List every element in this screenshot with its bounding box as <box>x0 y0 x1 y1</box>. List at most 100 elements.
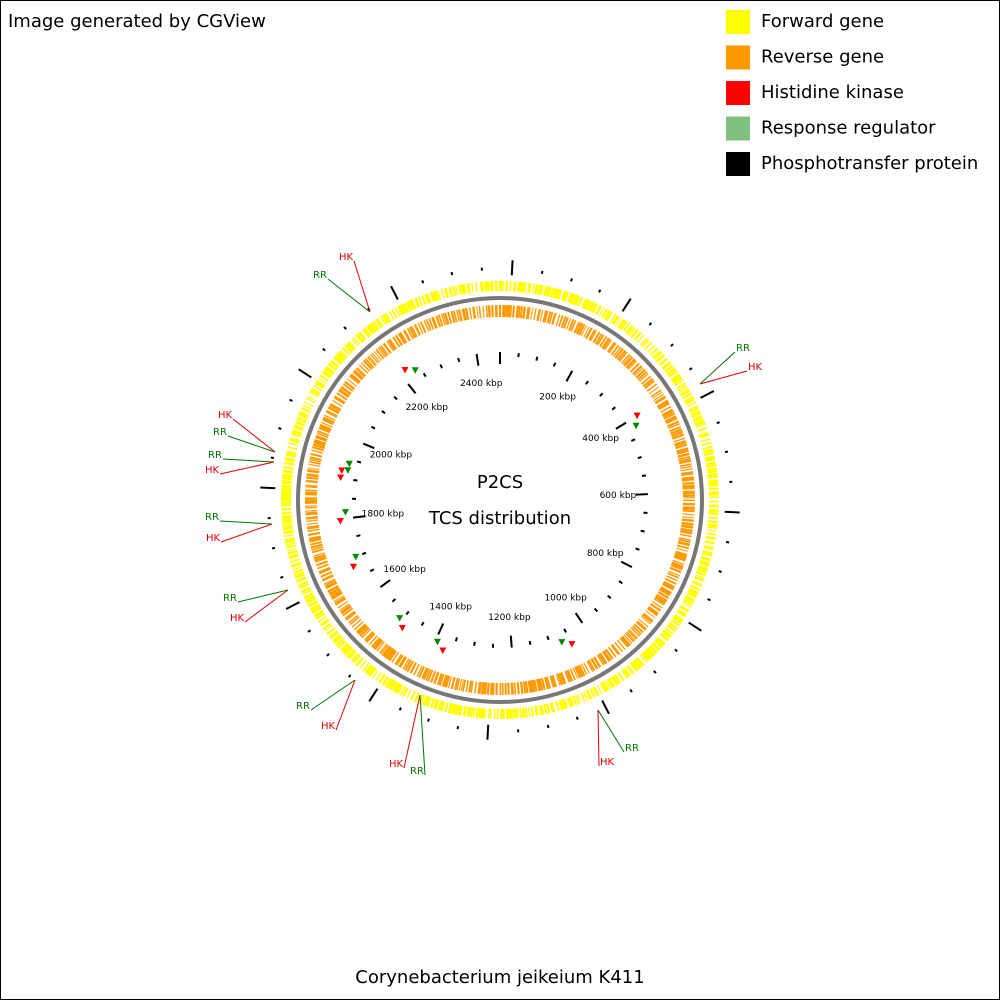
reverse-gene <box>522 681 527 694</box>
reverse-gene <box>314 556 327 563</box>
ruler-label: 2200 kbp <box>406 403 449 413</box>
forward-gene <box>323 369 332 377</box>
reverse-gene <box>394 334 404 347</box>
forward-gene <box>284 538 296 544</box>
reverse-gene <box>309 456 322 461</box>
reverse-gene <box>601 650 611 662</box>
reverse-gene <box>682 516 695 519</box>
ruler-tick <box>475 353 480 366</box>
forward-gene <box>479 708 484 719</box>
forward-gene <box>281 476 293 481</box>
forward-gene <box>400 303 407 314</box>
forward-gene <box>351 338 360 347</box>
forward-gene <box>600 681 609 692</box>
reverse-gene <box>355 368 365 378</box>
reverse-gene <box>382 342 392 354</box>
reverse-gene <box>349 374 360 385</box>
forward-gene <box>293 425 304 432</box>
forward-gene <box>286 450 297 454</box>
forward-gene <box>306 395 317 402</box>
forward-gene <box>355 656 364 667</box>
reverse-gene <box>638 618 649 628</box>
reverse-gene <box>549 675 555 688</box>
reverse-gene <box>671 562 684 569</box>
forward-gene <box>443 287 450 298</box>
reverse-gene <box>328 587 341 596</box>
reverse-gene <box>674 440 687 446</box>
outer-tick <box>421 280 425 284</box>
forward-gene <box>699 433 710 439</box>
forward-gene <box>543 703 548 715</box>
reverse-gene <box>530 307 534 320</box>
forward-gene <box>698 561 710 568</box>
forward-gene <box>451 286 455 297</box>
reverse-gene <box>677 452 690 458</box>
reverse-gene <box>325 581 337 588</box>
reverse-gene <box>346 612 357 621</box>
reverse-gene <box>327 585 340 594</box>
forward-gene <box>328 630 339 639</box>
reverse-gene <box>545 676 551 689</box>
reverse-gene <box>341 605 352 615</box>
forward-gene <box>621 668 630 679</box>
forward-gene <box>481 708 486 719</box>
forward-gene <box>332 634 342 644</box>
reverse-gene <box>668 570 680 577</box>
callout-line <box>219 461 275 475</box>
forward-gene <box>394 682 401 693</box>
tcs-marker <box>345 460 353 468</box>
forward-gene <box>281 511 292 515</box>
reverse-gene <box>659 587 672 596</box>
forward-gene <box>589 688 595 698</box>
outer-tick <box>271 546 276 550</box>
callout-line <box>597 709 625 753</box>
reverse-gene <box>527 307 531 320</box>
reverse-gene <box>676 448 689 454</box>
forward-gene <box>395 683 404 695</box>
forward-gene <box>683 395 695 404</box>
forward-gene <box>536 284 541 295</box>
forward-gene <box>652 349 661 358</box>
reverse-gene <box>596 654 605 666</box>
reverse-gene <box>410 325 418 338</box>
forward-gene <box>640 337 648 346</box>
reverse-gene <box>482 305 485 318</box>
reverse-gene <box>632 625 642 635</box>
forward-gene <box>705 535 716 541</box>
forward-gene <box>671 374 682 383</box>
forward-gene <box>375 671 383 681</box>
callout-line <box>310 679 356 711</box>
reverse-gene <box>305 480 318 484</box>
reverse-gene <box>334 395 346 404</box>
ruler-tick <box>356 534 361 538</box>
forward-gene <box>599 682 607 693</box>
ruler-tick <box>420 621 425 627</box>
reverse-gene <box>552 313 557 325</box>
reverse-gene <box>676 447 689 453</box>
reverse-gene <box>643 612 654 622</box>
forward-gene <box>538 704 543 716</box>
outer-tick <box>270 456 275 460</box>
reverse-gene <box>610 344 620 356</box>
legend-swatch <box>726 10 750 34</box>
forward-gene <box>663 629 673 637</box>
forward-gene <box>615 317 622 327</box>
forward-gene <box>641 338 650 348</box>
forward-gene <box>364 664 374 675</box>
reverse-gene <box>375 348 385 360</box>
reverse-gene <box>437 314 444 327</box>
forward-gene <box>400 685 407 696</box>
ruler-tick <box>563 628 567 633</box>
reverse-gene <box>484 682 488 695</box>
reverse-gene <box>575 322 583 335</box>
reverse-gene <box>633 623 644 634</box>
reverse-gene <box>674 552 687 558</box>
callout-line <box>222 458 275 463</box>
forward-gene <box>550 287 555 298</box>
tcs-marker <box>398 624 406 632</box>
forward-gene <box>290 561 302 568</box>
reverse-gene <box>614 641 624 653</box>
reverse-gene <box>539 309 544 322</box>
outer-tick <box>343 326 347 330</box>
reverse-gene <box>456 678 461 691</box>
